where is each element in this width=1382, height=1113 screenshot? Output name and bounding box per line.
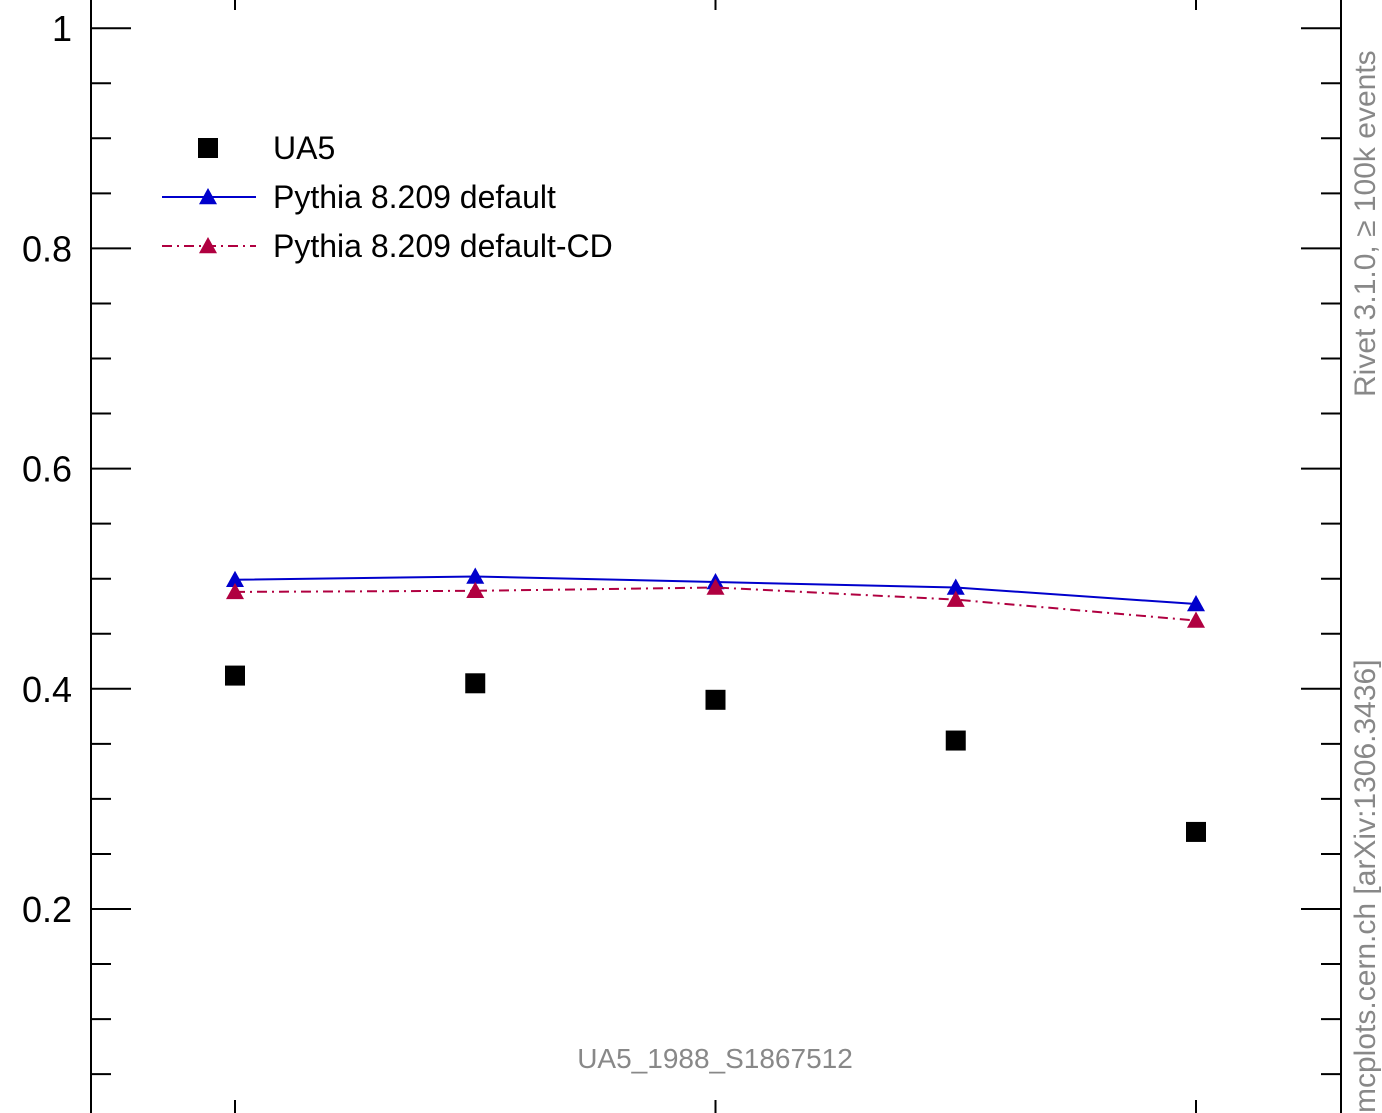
data-point (1187, 595, 1205, 612)
data-point (225, 665, 245, 686)
data-point (226, 570, 244, 588)
series-line (234, 586, 1197, 622)
data-point (1187, 611, 1205, 628)
data-point (946, 590, 965, 607)
data-point (465, 673, 486, 694)
y-tick-label: 0.6 (22, 449, 72, 490)
data-point (705, 689, 726, 710)
legend-item: Pythia 8.209 default-CD (162, 228, 613, 264)
plot-frame (90, 0, 1342, 1113)
legend-item: UA5 (198, 130, 335, 166)
data-point (1186, 821, 1206, 842)
data-point (466, 567, 485, 584)
data-point (466, 581, 485, 599)
legend-item: Pythia 8.209 default (162, 179, 556, 215)
data-point (945, 730, 966, 751)
legend-marker (199, 188, 217, 205)
y-axis-ticks: 0.2 0.4 0.6 0.8 1 (22, 8, 1341, 1076)
legend-marker (198, 138, 218, 158)
legend-label: Pythia 8.209 default-CD (273, 228, 613, 264)
y-tick-label: 0.8 (22, 228, 72, 269)
series-pythia-8-209-default-cd (226, 578, 1205, 628)
y-tick-label: 1 (52, 8, 72, 49)
data-point (226, 582, 244, 600)
y-tick-label: 0.2 (22, 889, 72, 930)
legend-marker (199, 237, 217, 254)
series-ua5 (225, 665, 1206, 842)
legend-label: UA5 (273, 130, 335, 166)
legend: UA5 Pythia 8.209 default Pythia 8.209 defa… (162, 130, 613, 264)
legend-label: Pythia 8.209 default (273, 179, 556, 215)
data-point (946, 578, 965, 595)
analysis-id-annotation: UA5_1988_S1867512 (577, 1043, 853, 1074)
mcplots-credit-label: mcplots.cern.ch [arXiv:1306.3436] (1349, 659, 1382, 1113)
rivet-version-label: Rivet 3.1.0, ≥ 100k events (1349, 50, 1382, 397)
series-layer (225, 567, 1206, 842)
x-axis-ticks (234, 0, 1197, 1113)
data-point (706, 578, 725, 595)
y-tick-label: 0.4 (22, 669, 72, 710)
